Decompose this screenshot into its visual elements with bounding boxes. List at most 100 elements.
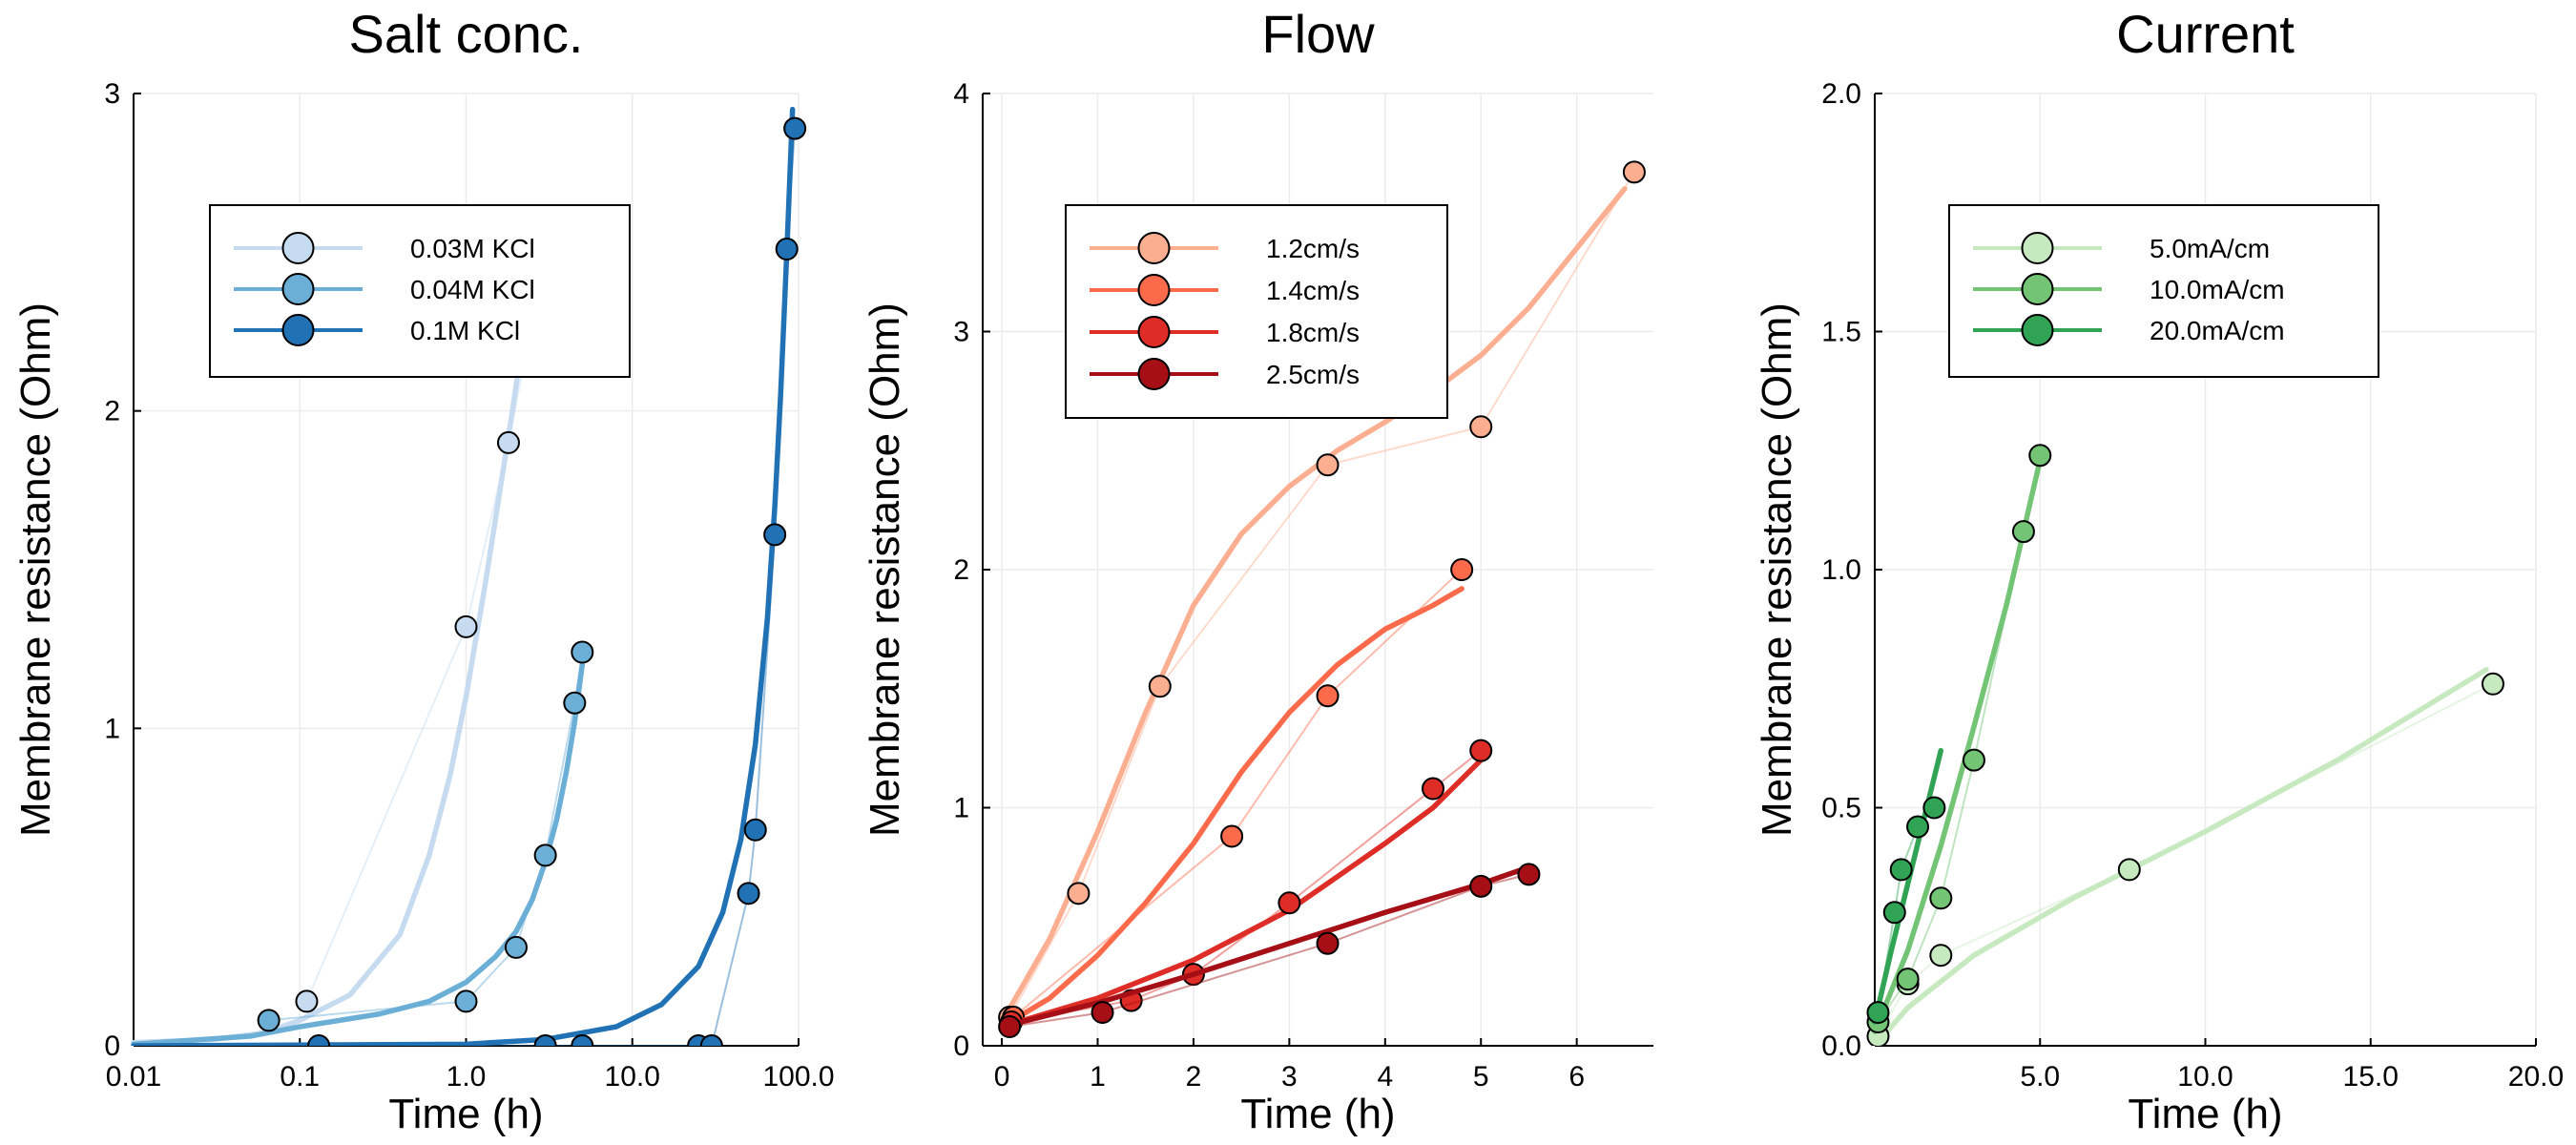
series-3	[999, 739, 1493, 1034]
data-point	[1517, 863, 1541, 886]
x-tick-label: 10.0	[605, 1061, 660, 1093]
legend-label: 5.0mA/cm	[2150, 234, 2270, 263]
y-axis-label: Membrane resistance (Ohm)	[12, 302, 59, 837]
data-point	[1278, 891, 1301, 915]
x-tick-label: 3	[1281, 1061, 1298, 1093]
legend-marker	[281, 273, 315, 305]
x-tick-label: 15.0	[2343, 1061, 2399, 1093]
data-point	[504, 935, 528, 959]
legend: 0.03M KCl 0.04M KCl 0.1M KCl	[209, 204, 631, 378]
data-point	[563, 691, 587, 715]
data-point	[533, 843, 557, 867]
y-tick-label: 1.0	[1821, 554, 1861, 586]
data-point	[998, 1015, 1022, 1039]
legend: 1.2cm/s 1.4cm/s 1.8cm/s 2.5cm/s	[1065, 204, 1448, 419]
x-tick-label: 0	[994, 1061, 1010, 1093]
data-point	[2028, 444, 2052, 468]
data-point	[1882, 901, 1906, 925]
x-tick-label: 5	[1473, 1061, 1489, 1093]
y-tick-label: 2	[953, 554, 969, 586]
series-fit-line	[999, 586, 1465, 1030]
data-point	[1929, 944, 1953, 968]
x-axis-label: Time (h)	[1240, 1091, 1395, 1137]
data-point	[571, 1034, 594, 1046]
chart-title: Current	[2116, 4, 2295, 64]
data-point	[1889, 858, 1913, 882]
legend-marker	[2021, 314, 2054, 346]
legend-label: 0.04M KCl	[410, 275, 535, 304]
data-point	[1906, 815, 1930, 839]
data-point	[1091, 1001, 1114, 1025]
chart-title: Flow	[1261, 4, 1375, 64]
legend-marker	[2021, 232, 2054, 264]
data-point	[454, 614, 478, 638]
y-tick-label: 0.5	[1821, 793, 1861, 824]
legend: 5.0mA/cm 10.0mA/cm 20.0mA/cm	[1948, 204, 2379, 378]
data-point	[1316, 453, 1340, 477]
series-4	[998, 863, 1541, 1039]
legend-label: 10.0mA/cm	[2150, 275, 2285, 304]
data-point	[1469, 415, 1493, 439]
chart-panel-2: 0 1 2 3 4 5 6 0 1 2 3 4 Flow Time (h) Membrane resista…	[862, 4, 1653, 1137]
x-tick-label: 4	[1377, 1061, 1393, 1093]
data-point	[1929, 886, 1953, 910]
chart-panel-1: 0.01 0.1 1.0 10.0 100.0 0 1 2 3 Salt conc. Time (h…	[12, 4, 835, 1137]
y-tick-label: 0	[104, 1030, 120, 1062]
data-point	[783, 116, 807, 140]
data-point	[1469, 739, 1493, 762]
data-point	[699, 1034, 723, 1046]
series-3	[131, 106, 807, 1046]
legend-label: 0.1M KCl	[410, 316, 520, 345]
legend-marker	[2021, 273, 2054, 305]
data-point	[1866, 1001, 1890, 1025]
series-fit-line	[1872, 667, 2489, 1046]
series-connector-line	[1012, 569, 1463, 1018]
legend-marker	[1137, 316, 1171, 348]
series-fit-line	[131, 106, 796, 1046]
series-fit-line	[999, 186, 1628, 1025]
y-tick-label: 1.5	[1821, 317, 1861, 348]
data-point	[1922, 796, 1946, 820]
data-point	[571, 640, 594, 664]
x-tick-label: 0.1	[280, 1061, 320, 1093]
data-point	[763, 523, 787, 547]
data-point	[533, 1034, 557, 1046]
x-tick-label: 0.01	[106, 1061, 161, 1093]
legend-label: 1.4cm/s	[1266, 276, 1360, 305]
y-tick-label: 0	[953, 1030, 969, 1062]
x-tick-label: 1	[1090, 1061, 1106, 1093]
series-3	[1866, 747, 1946, 1025]
y-tick-label: 1	[104, 713, 120, 744]
series-connector-line	[1877, 455, 2042, 1023]
x-tick-label: 20.0	[2508, 1061, 2564, 1093]
legend-label: 0.03M KCl	[410, 234, 535, 263]
legend-marker	[1137, 358, 1171, 390]
plot-area	[1866, 444, 2504, 1046]
data-point	[1316, 931, 1340, 955]
legend-marker	[1137, 274, 1171, 306]
legend-label: 1.8cm/s	[1266, 318, 1360, 347]
x-tick-label: 5.0	[2020, 1061, 2060, 1093]
series-connector-line	[1008, 171, 1635, 1018]
legend-label: 1.2cm/s	[1266, 234, 1360, 263]
legend-marker	[281, 232, 315, 264]
data-point	[1067, 882, 1091, 906]
plot-area	[998, 160, 1646, 1039]
data-point	[2481, 672, 2504, 696]
y-tick-label: 3	[953, 317, 969, 348]
x-tick-label: 10.0	[2177, 1061, 2233, 1093]
data-point	[454, 989, 478, 1013]
x-tick-label: 2	[1186, 1061, 1202, 1093]
legend-label: 20.0mA/cm	[2150, 316, 2285, 345]
y-tick-label: 2	[104, 396, 120, 427]
chart-panel-3: 5.0 10.0 15.0 20.0 0.0 0.5 1.0 1.5 2.0 Current Tim…	[1754, 4, 2564, 1137]
data-point	[1450, 558, 1474, 581]
data-point	[307, 1034, 331, 1046]
y-tick-label: 1	[953, 793, 969, 824]
data-point	[1896, 968, 1920, 991]
series-fit-line	[131, 313, 530, 1046]
data-point	[257, 1009, 280, 1032]
legend-marker	[1137, 232, 1171, 264]
chart-title: Salt conc.	[349, 4, 584, 64]
